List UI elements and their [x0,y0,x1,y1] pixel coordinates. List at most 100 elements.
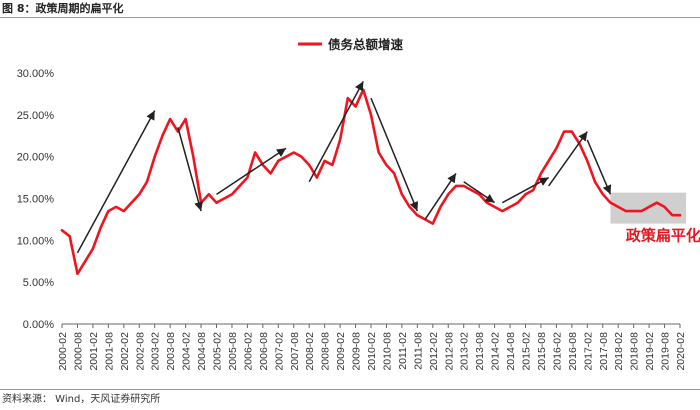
y-tick-label: 15.00% [17,194,55,206]
trend-arrow [177,127,203,212]
x-tick-label: 2001-08 [103,332,115,371]
data-point [269,172,272,175]
data-point [316,176,318,179]
x-tick-label: 2008-08 [320,332,332,371]
x-tick-label: 2000-02 [57,332,69,371]
data-point [331,164,334,166]
x-tick-label: 2002-08 [134,332,146,371]
trend-arrow [586,139,612,195]
data-point [478,193,480,196]
data-point [215,201,218,204]
data-point [509,206,511,208]
x-tick-label: 2017-02 [582,332,594,371]
data-point [493,206,496,208]
x-tick-label: 2011-02 [397,332,409,370]
data-point [563,130,565,133]
data-point [555,147,558,150]
data-point [115,206,117,208]
data-point [547,160,550,162]
data-point [632,210,635,212]
data-point [347,97,349,99]
data-point [486,201,488,204]
data-point [656,201,658,204]
data-point [594,180,596,183]
series-line-debt-growth [60,88,682,276]
x-tick-label: 2019-02 [644,332,656,371]
trend-arrows [76,81,612,254]
data-point [354,105,357,108]
data-point [92,247,94,250]
x-tick-label: 2018-08 [629,332,641,371]
data-point [679,214,681,217]
data-point [277,160,280,162]
data-point [385,164,388,166]
data-point [648,206,650,208]
data-point [300,155,303,158]
data-point [586,160,589,162]
data-point [254,151,256,154]
data-point [76,273,79,275]
data-point [107,210,110,212]
data-point [462,185,465,187]
data-point [292,151,295,154]
data-point [161,134,164,137]
source-note: 资料来源： Wind，天风证券研究所 [0,389,700,409]
y-axis: 0.00% 5.00% 10.00% 15.00% 20.00% 25.00% 30.00% [17,68,55,331]
data-point [393,172,395,175]
x-tick-label: 2012-02 [428,332,440,371]
x-tick-label: 2004-02 [181,332,193,371]
x-tick-label: 2000-08 [72,332,84,371]
trend-arrow [308,81,364,183]
data-point [231,193,233,196]
x-tick-label: 2013-02 [459,332,471,371]
trend-arrow [216,147,287,195]
data-point [246,176,249,179]
annotation-text: 政策扁平化 [626,226,700,244]
figure-title: 图 8：政策周期的扁平化 [0,0,700,18]
x-tick-label: 2002-02 [119,332,131,371]
x-tick-label: 2005-08 [227,332,239,371]
data-point [362,88,365,91]
annotation-layer: 政策扁平化 [626,226,700,244]
data-point [524,193,527,196]
data-point [130,201,133,204]
data-point [671,214,674,217]
x-tick-label: 2015-08 [536,332,548,371]
data-point [123,210,125,212]
x-tick-label: 2016-02 [551,332,563,371]
trend-arrow [424,172,457,220]
series-layer [60,88,682,276]
data-point [61,229,63,232]
x-tick-label: 2007-02 [273,332,285,371]
y-tick-label: 30.00% [17,68,55,80]
x-tick-label: 2014-02 [490,332,502,371]
data-point [84,260,86,263]
x-tick-label: 2011-08 [412,332,424,370]
x-tick-label: 2006-02 [242,332,254,371]
data-point [663,206,666,208]
x-tick-label: 2013-08 [474,332,486,371]
x-tick-label: 2001-02 [88,332,100,371]
trend-arrow [370,97,419,212]
data-point [184,118,187,120]
data-point [447,193,450,196]
legend: 债务总额增速 [298,37,404,52]
data-point [416,214,419,217]
data-point [308,164,311,166]
data-point [640,210,643,212]
y-tick-label: 10.00% [17,235,55,247]
x-tick-label: 2012-08 [443,332,455,371]
data-point [501,210,504,212]
data-point [146,180,148,183]
data-point [408,206,411,208]
y-tick-label: 0.00% [23,319,54,331]
data-point [516,201,519,204]
data-point [138,193,141,196]
data-point [470,189,473,191]
data-point [169,118,171,120]
data-point [223,197,226,200]
x-tick-label: 2020-02 [675,332,687,371]
x-tick-label: 2005-02 [212,332,224,371]
x-tick-label: 2003-08 [165,332,177,371]
x-tick-label: 2010-08 [381,332,393,371]
